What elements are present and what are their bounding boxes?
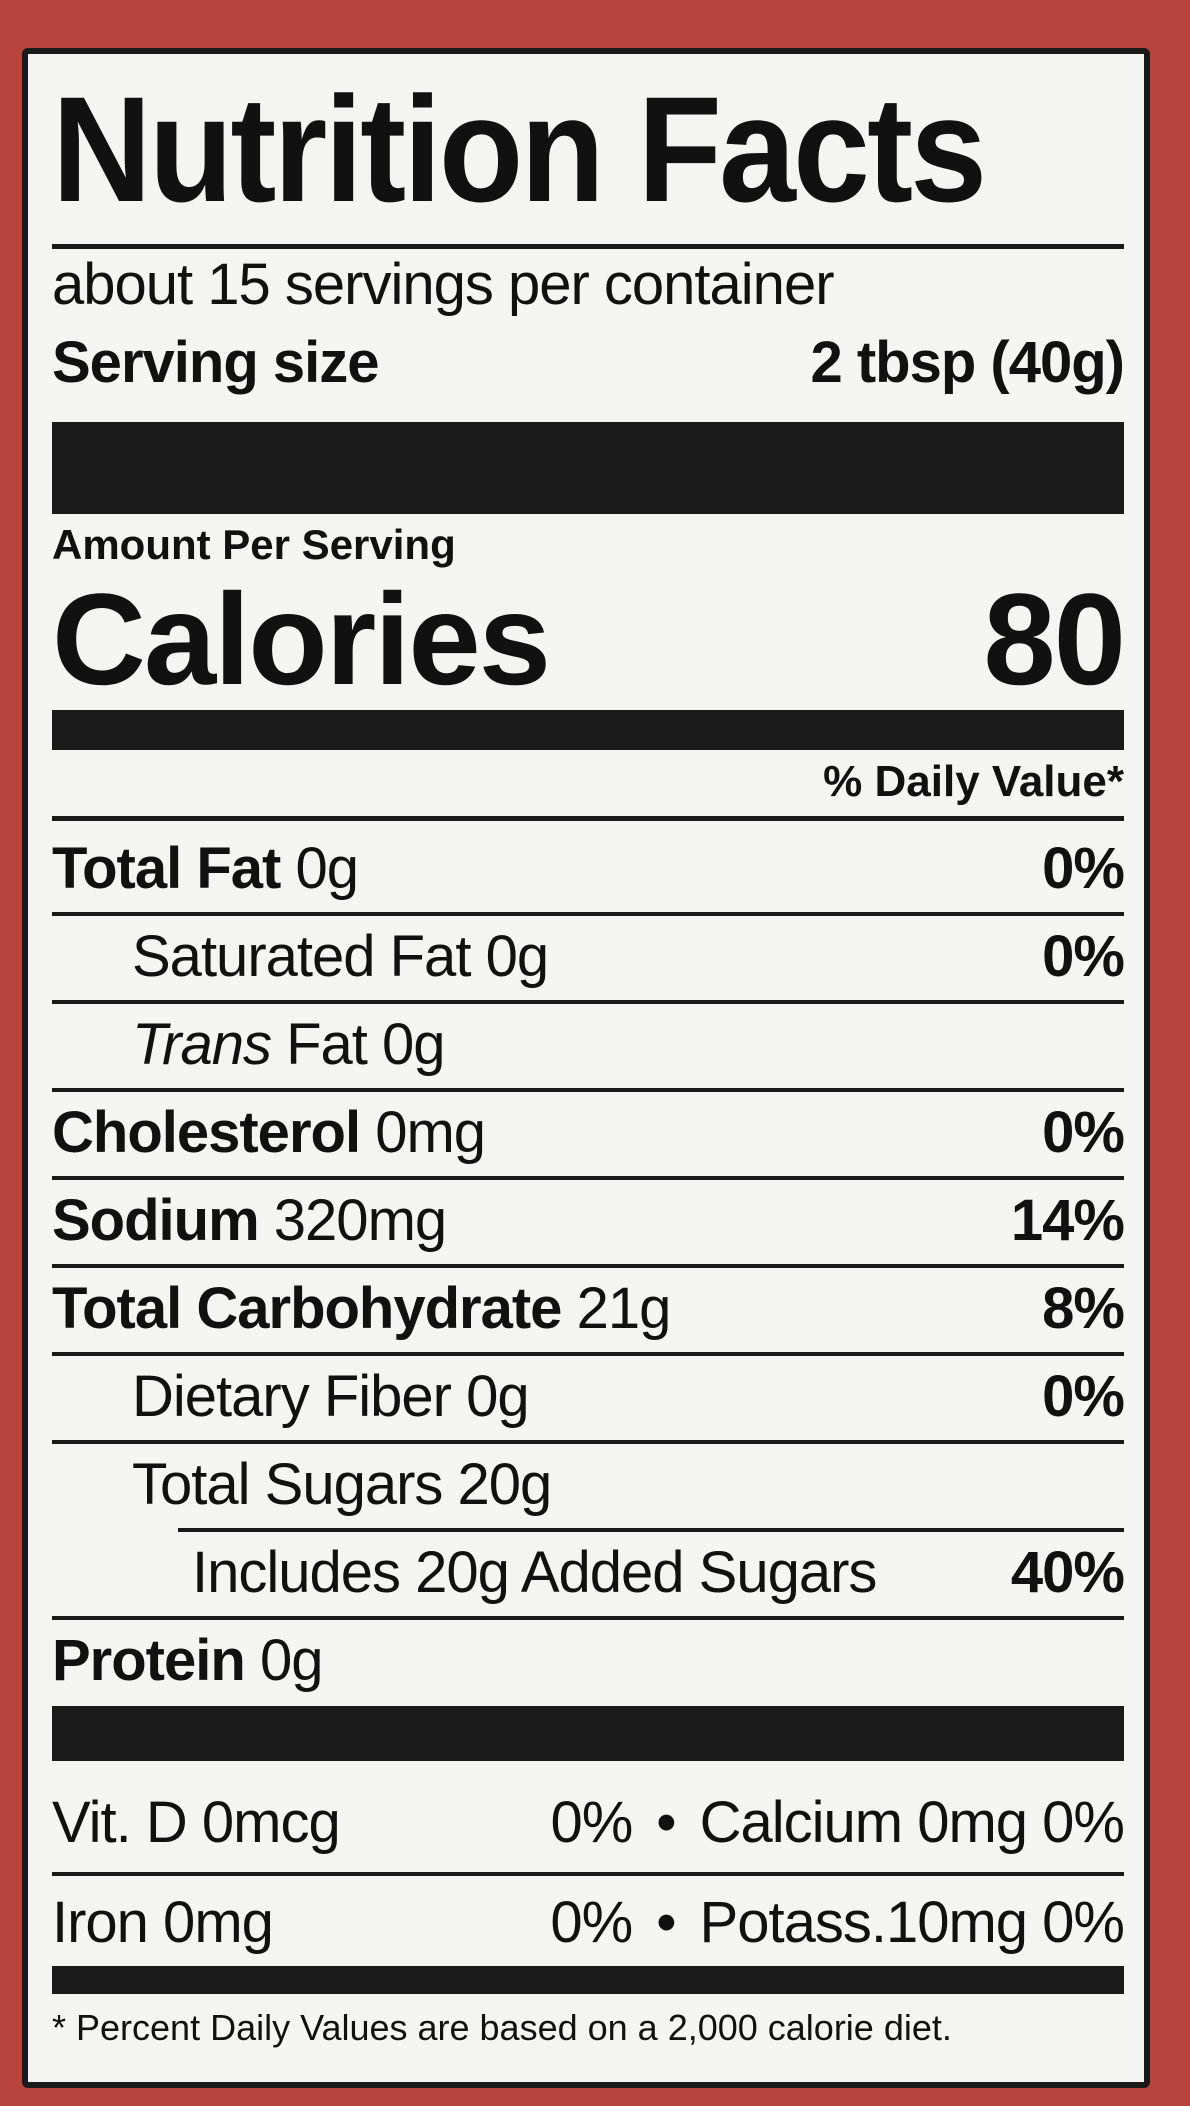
nutrient-row: Includes 20g Added Sugars 40% bbox=[52, 1540, 1125, 1605]
divider bbox=[52, 1872, 1124, 1876]
nutrient-label: Total Carbohydrate bbox=[52, 1276, 562, 1341]
nutrient-label: Protein bbox=[52, 1628, 246, 1693]
nutrient-amount: 0g bbox=[466, 1364, 530, 1429]
vitamin-group: 0% • Potass.10mg 0% bbox=[550, 1890, 1125, 1955]
nutrient-name: Dietary Fiber 0g bbox=[52, 1368, 530, 1426]
thick-divider bbox=[52, 1706, 1124, 1761]
nutrient-label: Fat bbox=[286, 1012, 368, 1077]
vitamin-daily-value: 0% bbox=[550, 1890, 633, 1955]
nutrient-daily-value: 8% bbox=[1042, 1276, 1125, 1341]
divider bbox=[52, 1616, 1124, 1620]
footnote: * Percent Daily Values are based on a 2,… bbox=[52, 2007, 952, 2048]
serving-size-row: Serving size 2 tbsp (40g) bbox=[52, 330, 1125, 395]
divider bbox=[52, 244, 1124, 249]
nutrient-row: Trans Fat 0g bbox=[52, 1016, 1124, 1074]
nutrient-daily-value: 14% bbox=[1010, 1188, 1125, 1253]
divider bbox=[52, 1264, 1124, 1268]
divider bbox=[52, 1352, 1124, 1356]
nutrient-name: Protein 0g bbox=[52, 1632, 323, 1690]
nutrient-daily-value: 40% bbox=[1010, 1540, 1125, 1605]
nutrient-amount: 0g bbox=[295, 836, 359, 901]
nutrient-label: Total Fat bbox=[52, 836, 281, 901]
nutrient-label: Includes 20g Added Sugars bbox=[192, 1540, 877, 1605]
nutrient-daily-value: 0% bbox=[1042, 836, 1125, 901]
nutrient-amount: 0mg bbox=[375, 1100, 486, 1165]
label-title: Nutrition Facts bbox=[52, 65, 987, 233]
nutrient-label: Sodium bbox=[52, 1188, 260, 1253]
serving-size-value: 2 tbsp (40g) bbox=[810, 330, 1125, 395]
nutrient-amount: 0g bbox=[382, 1012, 446, 1077]
nutrient-row: Total Fat 0g 0% bbox=[52, 836, 1125, 901]
nutrient-row: Dietary Fiber 0g 0% bbox=[52, 1364, 1125, 1429]
divider bbox=[52, 1176, 1124, 1180]
nutrient-row: Protein 0g bbox=[52, 1632, 1124, 1690]
nutrient-amount: 20g bbox=[457, 1452, 553, 1517]
nutrient-amount: 0g bbox=[259, 1628, 324, 1693]
divider bbox=[52, 912, 1124, 916]
nutrient-row: Total Sugars 20g bbox=[52, 1456, 1124, 1514]
nutrient-amount: 0g bbox=[485, 924, 550, 989]
nutrient-amount: 21g bbox=[576, 1276, 672, 1341]
daily-value-header: % Daily Value* bbox=[823, 757, 1124, 806]
vitamin-name: Calcium 0mg bbox=[699, 1790, 1028, 1855]
nutrient-name: Trans Fat 0g bbox=[52, 1016, 446, 1074]
calories-row: Calories 80 bbox=[52, 566, 1126, 712]
nutrient-row: Saturated Fat 0g 0% bbox=[52, 924, 1125, 989]
nutrient-amount: 320mg bbox=[273, 1188, 447, 1253]
vitamin-name: Vit. D 0mcg bbox=[52, 1790, 341, 1855]
vitamin-daily-value: 0% bbox=[1042, 1790, 1125, 1855]
nutrient-row: Total Carbohydrate 21g 8% bbox=[52, 1276, 1125, 1341]
nutrient-row: Cholesterol 0mg 0% bbox=[52, 1100, 1125, 1165]
nutrient-label: Dietary Fiber bbox=[132, 1364, 452, 1429]
vitamin-row: Vit. D 0mcg 0% • Calcium 0mg 0% bbox=[52, 1790, 1125, 1855]
nutrient-label: Total Sugars bbox=[132, 1452, 443, 1517]
separator-dot: • bbox=[656, 1790, 676, 1855]
nutrient-name: Total Fat 0g bbox=[52, 840, 359, 898]
nutrient-daily-value: 0% bbox=[1042, 924, 1125, 989]
serving-size-label: Serving size bbox=[52, 330, 379, 395]
separator-dot: • bbox=[656, 1890, 676, 1955]
thick-divider bbox=[52, 422, 1124, 514]
nutrient-label: Cholesterol bbox=[52, 1100, 361, 1165]
calories-label: Calories bbox=[52, 566, 551, 712]
vitamin-group: 0% • Calcium 0mg 0% bbox=[550, 1790, 1125, 1855]
thick-divider bbox=[52, 710, 1124, 750]
divider bbox=[52, 1000, 1124, 1004]
thick-divider bbox=[52, 1966, 1124, 1994]
nutrient-name: Saturated Fat 0g bbox=[52, 928, 549, 986]
amount-per-serving: Amount Per Serving bbox=[52, 521, 456, 568]
vitamin-name: Iron 0mg bbox=[52, 1890, 274, 1955]
nutrient-name: Total Sugars 20g bbox=[52, 1456, 552, 1514]
nutrient-name: Includes 20g Added Sugars bbox=[52, 1544, 877, 1602]
divider bbox=[52, 816, 1124, 821]
vitamin-name: Potass.10mg bbox=[699, 1890, 1029, 1955]
nutrient-name: Sodium 320mg bbox=[52, 1192, 447, 1250]
vitamin-daily-value: 0% bbox=[550, 1790, 633, 1855]
nutrient-label: Trans bbox=[132, 1012, 272, 1077]
nutrient-daily-value: 0% bbox=[1042, 1364, 1125, 1429]
vitamin-row: Iron 0mg 0% • Potass.10mg 0% bbox=[52, 1890, 1125, 1955]
divider bbox=[52, 1088, 1124, 1092]
nutrient-label: Saturated Fat bbox=[132, 924, 471, 989]
servings-per-container: about 15 servings per container bbox=[52, 252, 835, 317]
divider bbox=[178, 1528, 1124, 1532]
nutrient-name: Total Carbohydrate 21g bbox=[52, 1280, 671, 1338]
calories-value: 80 bbox=[983, 566, 1126, 712]
divider bbox=[52, 1440, 1124, 1444]
nutrient-name: Cholesterol 0mg bbox=[52, 1104, 486, 1162]
nutrient-daily-value: 0% bbox=[1042, 1100, 1125, 1165]
nutrient-row: Sodium 320mg 14% bbox=[52, 1188, 1125, 1253]
vitamin-daily-value: 0% bbox=[1042, 1890, 1125, 1955]
nutrition-facts-label: Nutrition Facts about 15 servings per co… bbox=[22, 48, 1150, 2088]
